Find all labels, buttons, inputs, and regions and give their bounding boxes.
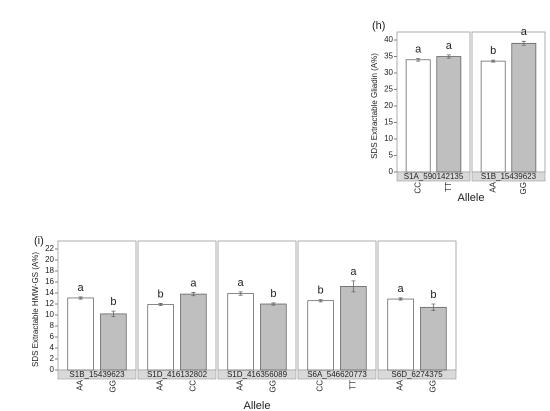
x-tick-label: GG <box>519 182 528 194</box>
panel-name: S6D_6274375 <box>391 370 443 379</box>
panel-strip <box>217 369 297 380</box>
error-bar <box>431 303 436 311</box>
error-bar <box>318 299 323 303</box>
significance-letter: a <box>78 282 85 294</box>
bar <box>67 297 94 371</box>
significance-letter: b <box>490 45 496 57</box>
bar <box>405 59 431 173</box>
y-tick-label: 6 <box>50 332 55 341</box>
panel-strip <box>57 369 137 380</box>
x-axis-label: Allele <box>244 400 271 411</box>
y-tick-label: 25 <box>384 85 393 94</box>
error-bar <box>416 58 421 62</box>
bar <box>340 286 367 371</box>
panel-name: S6A_546620773 <box>307 370 367 379</box>
panel-name: S1A_590142135 <box>404 172 464 181</box>
x-tick-label: AA <box>236 379 245 390</box>
error-bar <box>158 303 163 307</box>
x-tick-label: TT <box>444 182 453 192</box>
bar <box>387 298 414 371</box>
significance-letter: a <box>446 40 453 52</box>
bar <box>307 300 334 371</box>
y-tick-label: 35 <box>384 52 393 61</box>
significance-letter: b <box>158 288 164 300</box>
y-tick-label: 16 <box>45 277 54 286</box>
panel-strip <box>471 171 546 182</box>
x-tick-label: CC <box>413 182 422 194</box>
y-tick-label: 10 <box>384 134 393 143</box>
y-tick-label: 2 <box>50 354 55 363</box>
significance-letter: a <box>190 277 197 289</box>
y-axis-label: SDS Extractable HMW-GS (A%) <box>31 252 40 367</box>
significance-letter: a <box>415 43 422 55</box>
significance-letter: b <box>270 288 276 300</box>
y-tick-label: 15 <box>384 118 393 127</box>
panel-strip <box>137 369 217 380</box>
x-tick-label: GG <box>108 380 117 392</box>
bar <box>511 42 537 173</box>
y-tick-label: 12 <box>45 299 54 308</box>
significance-letter: a <box>521 26 528 38</box>
y-tick-label: 0 <box>50 365 55 374</box>
error-bar <box>78 296 83 300</box>
significance-letter: a <box>238 277 245 289</box>
x-tick-label: CC <box>316 380 325 392</box>
error-bar <box>521 40 526 46</box>
y-tick-label: 8 <box>50 321 55 330</box>
significance-letter: b <box>110 296 116 308</box>
error-bar <box>351 280 356 293</box>
bar <box>227 293 254 371</box>
x-tick-label: AA <box>156 379 165 390</box>
error-bar <box>271 302 276 306</box>
y-axis-label: SDS Extractable Gliadin (A%) <box>370 53 379 159</box>
x-axis-label: Allele <box>458 192 485 204</box>
panel-name: S1B_15439623 <box>481 172 537 181</box>
error-bar <box>111 310 116 318</box>
x-tick-label: TT <box>348 380 357 390</box>
bar <box>480 60 506 173</box>
y-tick-label: 30 <box>384 68 393 77</box>
significance-letter: a <box>398 283 405 295</box>
x-tick-label: AA <box>396 379 405 390</box>
bar <box>260 303 287 371</box>
panel-strip <box>396 171 471 182</box>
bar <box>147 304 174 371</box>
panel-strip <box>297 369 377 380</box>
panel-name: S1D_416132802 <box>147 370 208 379</box>
panel-name: S1B_15439623 <box>69 370 125 379</box>
y-tick-label: 20 <box>45 255 54 264</box>
y-tick-label: 4 <box>50 343 55 352</box>
error-bar <box>491 59 496 63</box>
panel-label: (h) <box>372 20 385 32</box>
x-tick-label: GG <box>428 380 437 392</box>
panel-strip <box>377 369 457 380</box>
panel-label: (i) <box>34 235 44 247</box>
x-tick-label: GG <box>268 380 277 392</box>
y-tick-label: 18 <box>45 266 54 275</box>
significance-letter: a <box>350 266 357 278</box>
error-bar <box>238 291 243 296</box>
y-tick-label: 40 <box>384 35 393 44</box>
significance-letter: b <box>318 285 324 297</box>
bar <box>420 306 447 371</box>
error-bar <box>446 54 451 59</box>
x-tick-label: AA <box>76 379 85 390</box>
error-bar <box>398 297 403 301</box>
y-tick-label: 0 <box>389 167 394 176</box>
y-tick-label: 14 <box>45 288 54 297</box>
bar <box>100 313 127 371</box>
y-tick-label: 22 <box>45 244 54 253</box>
x-tick-label: CC <box>188 380 197 392</box>
y-tick-label: 5 <box>389 151 394 160</box>
bar <box>180 293 207 371</box>
x-tick-label: AA <box>488 181 497 192</box>
y-tick-label: 10 <box>45 310 54 319</box>
significance-letter: b <box>430 289 436 301</box>
error-bar <box>191 292 196 297</box>
y-tick-label: 20 <box>384 101 393 110</box>
panel-name: S1D_416356089 <box>227 370 288 379</box>
bar <box>436 56 462 173</box>
